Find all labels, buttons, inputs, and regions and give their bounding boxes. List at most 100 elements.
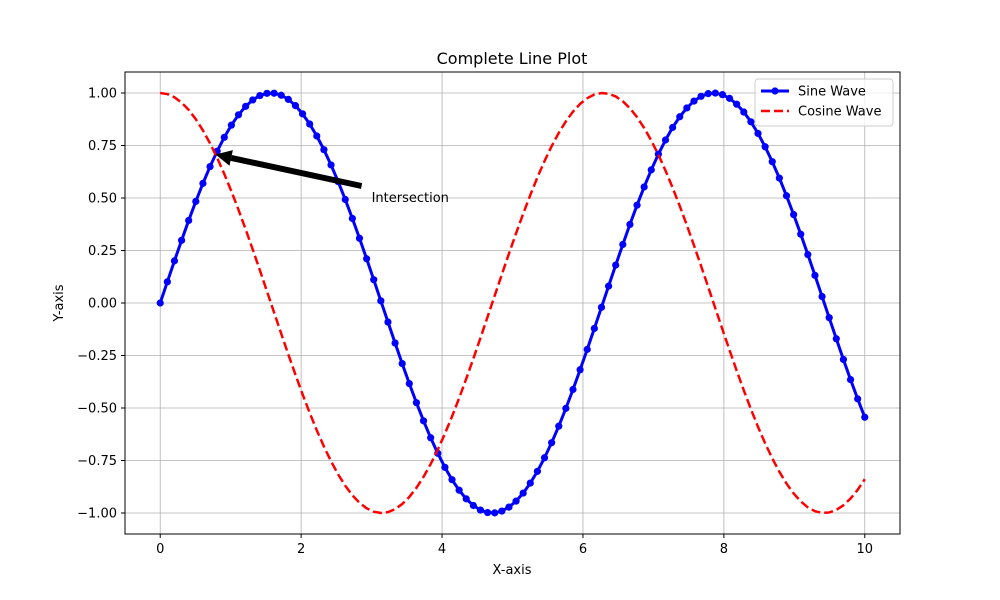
y-tick-label: −0.50: [77, 402, 117, 417]
data-point: [177, 236, 186, 244]
data-point: [192, 197, 200, 205]
data-point: [832, 335, 840, 343]
data-point: [462, 495, 470, 503]
data-point: [206, 162, 214, 171]
data-point: [370, 276, 378, 284]
series-line: [158, 91, 867, 515]
data-point: [711, 89, 719, 97]
legend-entry: Cosine Wave: [761, 105, 881, 120]
data-point: [519, 489, 527, 497]
grid: [125, 72, 900, 534]
data-point: [398, 360, 406, 368]
data-point: [277, 91, 285, 99]
y-tick-label: 0.75: [88, 139, 117, 154]
data-point: [569, 385, 577, 394]
data-point: [669, 123, 677, 132]
data-point: [185, 216, 193, 225]
data-point: [683, 104, 691, 112]
data-point: [647, 166, 655, 174]
data-point: [619, 240, 627, 249]
y-tick-label: 0.50: [88, 192, 117, 207]
y-tick-label: −1.00: [77, 507, 117, 522]
data-point: [854, 395, 862, 403]
data-point: [761, 143, 769, 151]
y-tick-label: −0.75: [77, 454, 117, 469]
data-point: [476, 506, 485, 514]
data-point: [377, 297, 385, 305]
data-point: [768, 158, 776, 166]
data-point: [839, 355, 848, 364]
y-tick-label: 1.00: [88, 87, 117, 102]
data-point: [170, 257, 179, 265]
data-point: [405, 379, 413, 388]
data-point: [725, 94, 734, 102]
series-layer: [156, 89, 869, 517]
data-point: [341, 195, 349, 204]
data-point: [576, 366, 584, 374]
annotation-arrow-shaft: [230, 154, 363, 189]
data-point: [327, 161, 335, 169]
x-axis-title: X-axis: [493, 563, 532, 578]
data-point: [718, 91, 727, 99]
y-axis-title: Y-axis: [52, 284, 67, 322]
data-point: [704, 90, 712, 98]
annotation-arrow-head: [215, 150, 233, 166]
data-point: [512, 497, 520, 505]
data-point: [690, 97, 698, 105]
data-point: [284, 95, 292, 103]
data-point: [355, 234, 364, 242]
data-point: [676, 113, 684, 121]
data-point: [427, 434, 435, 442]
data-point: [790, 210, 798, 219]
data-point: [740, 108, 748, 116]
x-tick-label: 8: [720, 542, 728, 557]
data-point: [533, 467, 542, 475]
data-point: [825, 314, 833, 322]
data-point: [626, 220, 634, 229]
data-point: [234, 111, 243, 119]
data-point: [633, 201, 641, 209]
y-tick-label: −0.25: [77, 349, 117, 364]
data-point: [163, 278, 171, 286]
x-tick-label: 2: [297, 542, 305, 557]
data-point: [548, 439, 556, 447]
data-point: [697, 92, 705, 100]
legend-label: Sine Wave: [798, 85, 866, 100]
series-sine-wave: [156, 89, 869, 517]
x-tick-label: 4: [438, 542, 446, 557]
data-point: [448, 476, 456, 484]
legend-label: Cosine Wave: [798, 105, 881, 120]
data-point: [583, 345, 591, 353]
data-point: [782, 192, 791, 200]
x-tick-label: 6: [579, 542, 587, 557]
data-point: [249, 96, 257, 104]
legend: Sine Wave Cosine Wave: [754, 78, 894, 127]
data-point: [562, 404, 570, 412]
data-point: [270, 89, 278, 97]
data-point: [590, 324, 598, 333]
legend-entry: Sine Wave: [761, 85, 866, 100]
data-point: [412, 399, 421, 407]
data-point: [754, 129, 762, 138]
data-point: [263, 89, 271, 97]
data-point: [661, 136, 670, 144]
x-tick-label: 10: [856, 542, 873, 557]
data-point: [391, 339, 399, 347]
data-point: [348, 214, 356, 223]
data-point: [846, 375, 855, 384]
data-point: [256, 91, 264, 100]
data-point: [199, 179, 207, 187]
data-point: [419, 417, 428, 425]
legend-frame: [754, 78, 894, 127]
series-line: [160, 91, 866, 515]
data-point: [298, 110, 307, 118]
data-point: [363, 255, 371, 263]
data-point: [747, 118, 755, 126]
y-tick-label: 0.00: [88, 297, 117, 312]
y-tick-label: 0.25: [88, 244, 117, 259]
data-point: [306, 120, 314, 128]
data-point: [483, 508, 492, 517]
data-point: [775, 174, 783, 182]
data-point: [861, 413, 869, 421]
